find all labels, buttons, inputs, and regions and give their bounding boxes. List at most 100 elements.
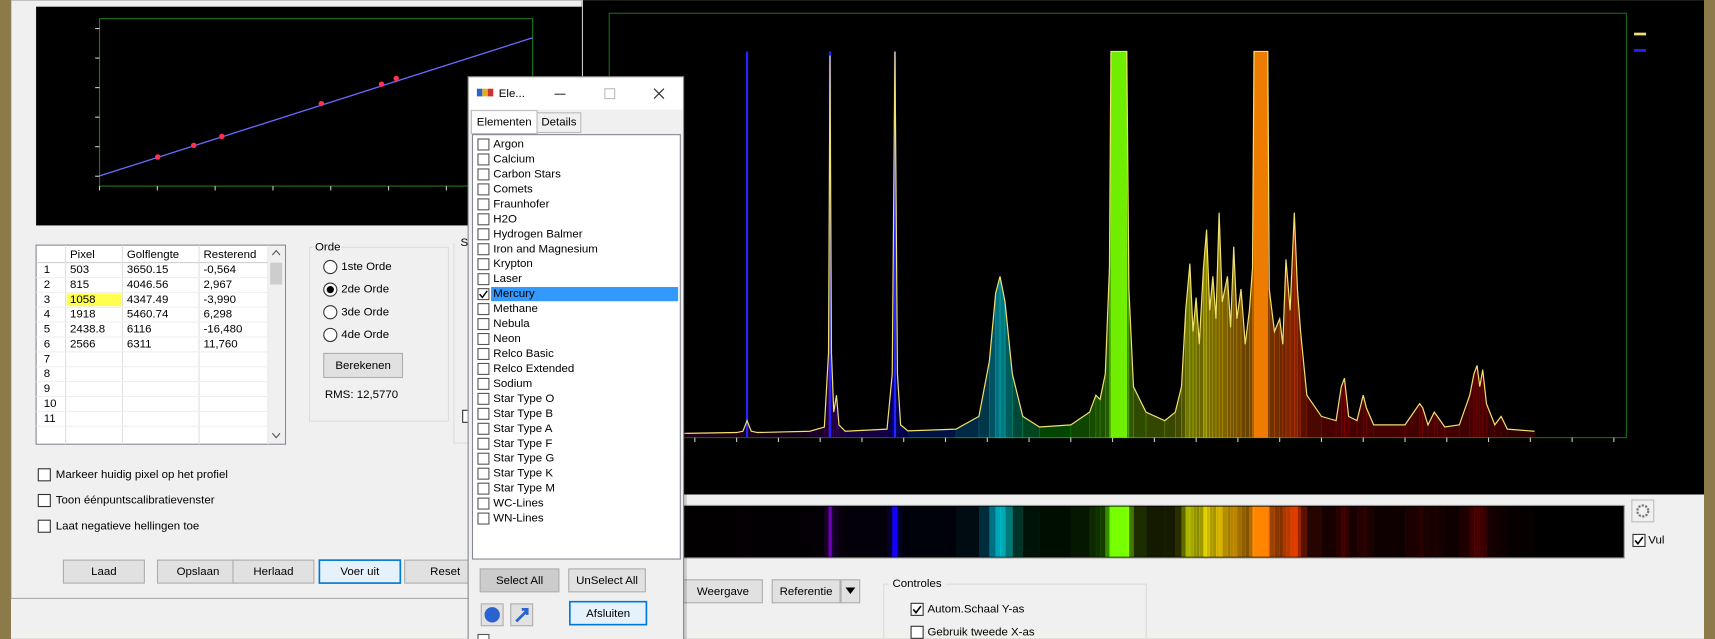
frame-right bbox=[1704, 0, 1715, 639]
strip-band bbox=[1274, 507, 1280, 557]
checkbox[interactable] bbox=[478, 423, 489, 434]
strip-band bbox=[1096, 507, 1101, 557]
checkbox[interactable] bbox=[478, 349, 489, 360]
element-label: Star Type G bbox=[493, 453, 554, 465]
element-label: WC-Lines bbox=[493, 498, 544, 510]
radio-button[interactable] bbox=[324, 328, 337, 341]
row-number: 7 bbox=[44, 353, 50, 365]
radio-button[interactable] bbox=[324, 306, 337, 319]
help-icon bbox=[485, 607, 500, 622]
checkbox[interactable] bbox=[478, 378, 489, 389]
element-label: Star Type O bbox=[493, 393, 554, 405]
legend-label: Profiel bbox=[1650, 28, 1683, 40]
page: { "calibration_window": { "chart": { "ty… bbox=[0, 0, 1715, 639]
checkbox[interactable] bbox=[478, 334, 489, 345]
x-tick-label: 4800 bbox=[975, 454, 1001, 466]
row-number: 2 bbox=[44, 279, 50, 291]
table-cell: 2,967 bbox=[203, 279, 232, 291]
checkbox-label: Laat negatieve hellingen toe bbox=[56, 520, 199, 532]
strip-band bbox=[845, 507, 887, 557]
element-label: Iron and Magnesium bbox=[493, 243, 598, 255]
button-label: Laad bbox=[91, 566, 117, 578]
checkbox[interactable] bbox=[478, 184, 489, 195]
checkbox[interactable] bbox=[478, 244, 489, 255]
checkbox[interactable] bbox=[478, 438, 489, 449]
checkbox[interactable] bbox=[478, 513, 489, 524]
x-tick-label: 4400 bbox=[891, 454, 917, 466]
checkbox[interactable] bbox=[478, 154, 489, 165]
strip-band bbox=[1231, 507, 1234, 557]
strip-band bbox=[758, 507, 811, 557]
table-cell: 815 bbox=[70, 279, 89, 291]
checkbox-label: Vul bbox=[1648, 534, 1664, 546]
strip-band bbox=[1012, 507, 1023, 557]
checkbox[interactable] bbox=[478, 214, 489, 225]
checkbox[interactable] bbox=[478, 139, 489, 150]
strip-band bbox=[908, 507, 956, 557]
group-label: S bbox=[460, 237, 468, 249]
table-cell: 3650.15 bbox=[127, 264, 168, 276]
button-label: Select All bbox=[496, 575, 543, 587]
strip-band bbox=[989, 507, 996, 557]
x-tick-label: 7400 bbox=[1518, 454, 1544, 466]
strip-band bbox=[1105, 507, 1110, 557]
checkbox[interactable] bbox=[478, 453, 489, 464]
element-label: Calcium bbox=[493, 153, 534, 165]
strip-band bbox=[1483, 507, 1487, 557]
x-tick-label: 1500 bbox=[260, 194, 286, 206]
checkbox[interactable] bbox=[478, 408, 489, 419]
checkbox-label: Toon éénpuntscalibratievenster bbox=[56, 495, 215, 507]
profile-fill-segment bbox=[996, 276, 1000, 437]
radio-dot bbox=[327, 286, 334, 293]
x-axis-label: Ångstroms bbox=[1088, 472, 1149, 485]
strip-band bbox=[887, 507, 893, 557]
checkbox[interactable] bbox=[911, 603, 923, 615]
checkbox[interactable] bbox=[911, 626, 923, 638]
x-tick-label: 6400 bbox=[1309, 454, 1335, 466]
button-label: Berekenen bbox=[335, 360, 390, 372]
table-cell: 6,298 bbox=[203, 309, 232, 321]
strip-band bbox=[1486, 507, 1495, 557]
checkbox[interactable] bbox=[1633, 534, 1645, 546]
strip-band bbox=[1100, 507, 1106, 557]
x-tick-label: 7600 bbox=[1559, 454, 1585, 466]
strip-band bbox=[1190, 507, 1193, 557]
checkbox[interactable] bbox=[478, 498, 489, 509]
button-label: Opslaan bbox=[177, 566, 220, 578]
strip-band bbox=[1133, 507, 1146, 557]
checkbox[interactable] bbox=[478, 274, 489, 285]
x-tick-label: 3600 bbox=[724, 454, 750, 466]
profile-fill-segment bbox=[1374, 425, 1405, 438]
strip-band bbox=[1321, 507, 1336, 557]
strip-band bbox=[1222, 507, 1228, 557]
strip-band bbox=[1254, 507, 1268, 557]
strip-band bbox=[1280, 507, 1283, 557]
checkbox[interactable] bbox=[478, 393, 489, 404]
checkbox[interactable] bbox=[38, 469, 50, 481]
checkbox[interactable] bbox=[38, 495, 50, 507]
element-label: Star Type B bbox=[493, 408, 553, 420]
strip-band bbox=[1283, 507, 1286, 557]
checkbox[interactable] bbox=[478, 199, 489, 210]
strip-band bbox=[1071, 507, 1090, 557]
checkbox[interactable] bbox=[478, 229, 489, 240]
strip-band bbox=[1219, 507, 1222, 557]
checkbox[interactable] bbox=[478, 304, 489, 315]
legend-label: Refer. bbox=[1650, 44, 1681, 56]
element-label: Star Type F bbox=[493, 438, 552, 450]
checkbox[interactable] bbox=[38, 520, 50, 532]
y-tick-label: 4000 bbox=[67, 141, 93, 153]
checkbox[interactable] bbox=[478, 259, 489, 270]
table-cell: 2566 bbox=[70, 338, 96, 350]
radio-button[interactable] bbox=[324, 260, 337, 273]
strip-band bbox=[1090, 507, 1097, 557]
rms-label: RMS: 12,5770 bbox=[325, 389, 398, 401]
checkbox[interactable] bbox=[478, 468, 489, 479]
checkbox[interactable] bbox=[478, 363, 489, 374]
settings-button[interactable] bbox=[1632, 500, 1654, 522]
strip-band bbox=[1405, 507, 1420, 557]
checkbox[interactable] bbox=[478, 169, 489, 180]
checkbox[interactable] bbox=[478, 483, 489, 494]
element-label: Fraunhofer bbox=[493, 198, 549, 210]
checkbox[interactable] bbox=[478, 319, 489, 330]
